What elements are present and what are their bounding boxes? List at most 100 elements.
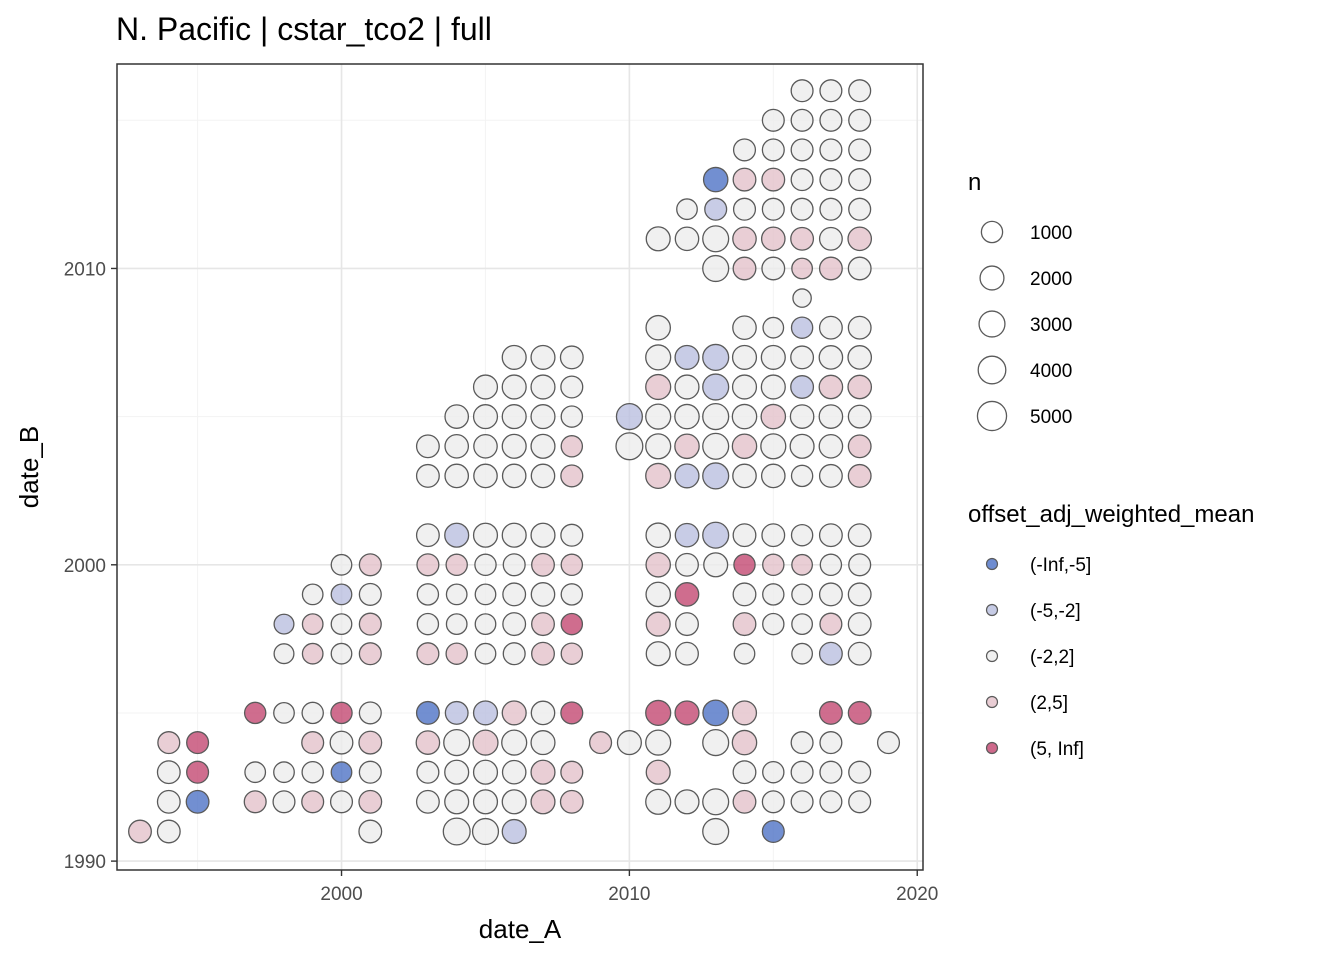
data-point [444, 759, 470, 785]
data-point [731, 374, 758, 400]
data-point [847, 226, 873, 252]
x-tick-label: 2000 [320, 884, 362, 905]
data-point [702, 343, 730, 371]
legend-color-title: offset_adj_weighted_mean [968, 501, 1254, 528]
data-point [731, 729, 758, 756]
data-point [789, 404, 815, 429]
data-point [645, 551, 671, 578]
data-point [848, 553, 872, 577]
data-point [876, 731, 901, 755]
data-point [444, 433, 470, 459]
data-point [791, 613, 814, 636]
data-point [704, 197, 728, 221]
data-point [273, 761, 295, 784]
data-point [732, 760, 757, 785]
data-point [358, 730, 383, 755]
data-point [301, 701, 324, 725]
data-point [474, 583, 497, 606]
data-point [157, 731, 181, 755]
data-point [530, 344, 556, 370]
data-point [645, 788, 672, 815]
data-point [819, 760, 843, 784]
data-point [762, 760, 785, 784]
data-point [645, 759, 671, 785]
legend-size-label: 5000 [1030, 407, 1072, 428]
data-point [732, 256, 757, 281]
data-point [847, 582, 872, 607]
x-axis-label: date_A [479, 914, 562, 944]
data-point [702, 373, 730, 401]
data-point [645, 403, 672, 430]
data-point [645, 729, 672, 756]
data-point [472, 700, 499, 726]
data-point [645, 522, 671, 548]
data-point [790, 464, 814, 488]
data-point [761, 256, 786, 281]
data-point [761, 138, 785, 162]
data-point [530, 433, 556, 459]
data-point [674, 403, 700, 430]
data-point [818, 433, 844, 459]
data-point [819, 553, 843, 577]
data-point [273, 643, 295, 665]
data-point [847, 700, 872, 725]
legend-size: n 1000 2000 3000 4000 5000 [968, 169, 1072, 432]
data-point [732, 582, 757, 607]
data-point [761, 167, 786, 192]
data-point [560, 464, 584, 488]
data-point [474, 613, 497, 636]
data-point [358, 553, 382, 577]
data-point [501, 463, 527, 489]
data-point [674, 226, 700, 252]
data-point [732, 315, 757, 341]
data-point [415, 789, 440, 814]
data-point [675, 552, 699, 577]
data-point [445, 642, 468, 665]
data-point [819, 138, 843, 162]
data-point [790, 108, 814, 132]
legend-color-key [985, 649, 999, 663]
data-point [790, 226, 815, 251]
legend-size-label: 1000 [1030, 223, 1072, 244]
data-point [819, 79, 843, 103]
legend-size-key [978, 310, 1006, 338]
data-point [848, 197, 872, 221]
data-point [415, 434, 440, 459]
legend-color-key [985, 557, 999, 571]
data-point [502, 642, 526, 666]
data-point [445, 613, 468, 636]
data-point [416, 760, 440, 784]
data-point [818, 256, 843, 281]
data-point [530, 700, 556, 726]
data-point [674, 582, 700, 607]
data-point [530, 759, 556, 785]
data-point [674, 374, 700, 400]
data-point [645, 462, 672, 490]
data-point [415, 463, 440, 488]
data-point [645, 641, 671, 667]
data-point [329, 790, 354, 814]
plot-panel [116, 63, 924, 871]
data-point [847, 374, 873, 400]
data-point [472, 374, 499, 400]
data-point [818, 463, 843, 488]
data-point [760, 344, 786, 370]
data-point [790, 523, 814, 547]
data-point [243, 790, 267, 814]
data-point [674, 789, 700, 815]
data-point [702, 166, 729, 193]
legend-size-label: 2000 [1030, 269, 1072, 290]
legend-size-label: 3000 [1030, 315, 1072, 336]
data-point [847, 315, 872, 340]
data-point [790, 316, 814, 339]
data-point [702, 462, 730, 490]
data-point [702, 225, 730, 253]
data-point [848, 790, 872, 814]
data-point [472, 729, 499, 756]
data-point [761, 197, 785, 221]
data-point [330, 583, 353, 606]
data-point [675, 612, 699, 637]
data-point [616, 730, 642, 756]
y-tick-label: 2010 [64, 259, 106, 280]
data-point [273, 613, 295, 635]
